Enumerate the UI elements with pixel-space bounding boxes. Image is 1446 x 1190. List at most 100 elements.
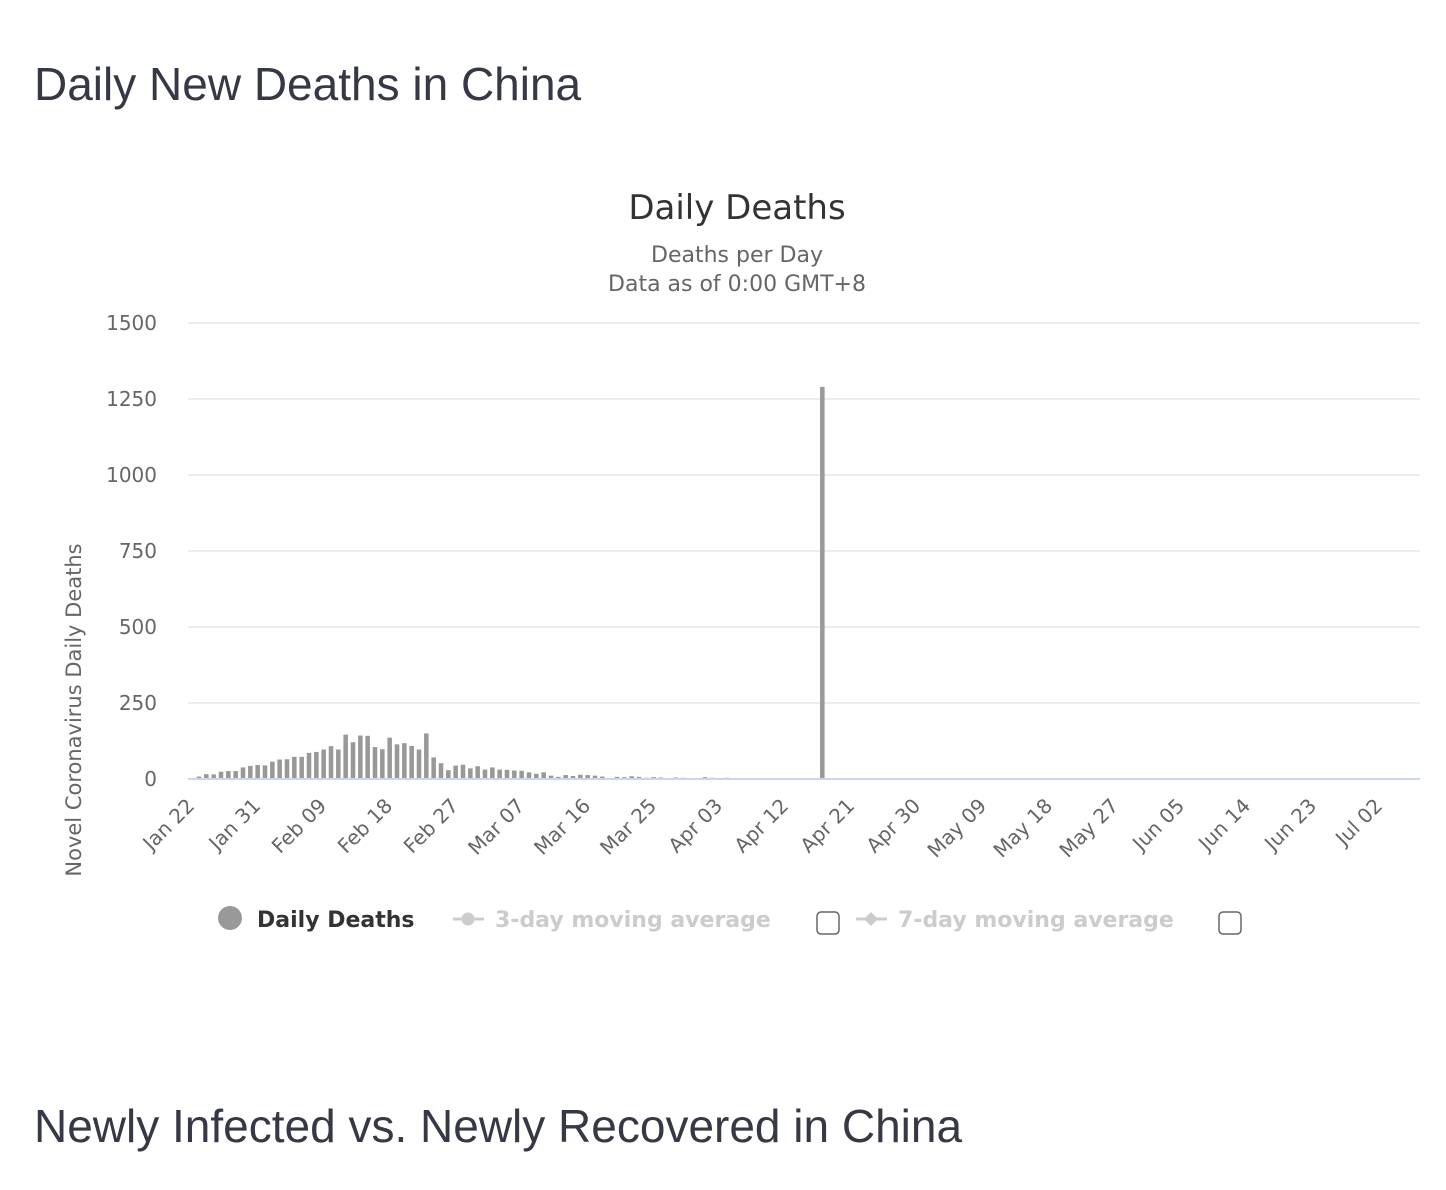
bar-series-daily-deaths[interactable] bbox=[196, 386, 1038, 779]
chart-subtitle-line-1: Deaths per Day bbox=[651, 243, 823, 268]
x-tick-label: Jun 14 bbox=[1192, 794, 1255, 857]
bar[interactable] bbox=[490, 767, 495, 779]
x-tick-label: Jan 22 bbox=[137, 794, 200, 857]
bar[interactable] bbox=[262, 765, 268, 779]
bar[interactable] bbox=[446, 770, 451, 779]
x-tick-label: May 09 bbox=[923, 794, 992, 863]
bar[interactable] bbox=[255, 765, 260, 779]
bar[interactable] bbox=[482, 769, 488, 779]
bar[interactable] bbox=[431, 757, 436, 779]
page-heading-daily-deaths: Daily New Deaths in China bbox=[34, 58, 582, 110]
legend-item-7-day-average[interactable]: 7-day moving average bbox=[856, 908, 1174, 933]
x-tick-label: Jun 05 bbox=[1126, 794, 1189, 857]
bar[interactable] bbox=[556, 776, 561, 779]
bar[interactable] bbox=[358, 735, 363, 779]
y-tick-label: 250 bbox=[119, 691, 157, 715]
y-tick-label: 0 bbox=[144, 767, 157, 791]
x-tick-label: Jan 31 bbox=[203, 794, 266, 857]
bar[interactable] bbox=[548, 775, 554, 779]
bar[interactable] bbox=[394, 744, 400, 779]
legend-item-3-day-average[interactable]: 3-day moving average bbox=[453, 908, 771, 933]
bar[interactable] bbox=[240, 767, 246, 779]
bar[interactable] bbox=[541, 772, 546, 779]
bar[interactable] bbox=[299, 756, 304, 779]
bar[interactable] bbox=[314, 751, 319, 779]
bar[interactable] bbox=[211, 774, 216, 779]
bar[interactable] bbox=[614, 776, 620, 779]
daily-deaths-chart: Daily Deaths Deaths per Day Data as of 0… bbox=[62, 188, 1420, 935]
y-axis-title: Novel Coronavirus Daily Deaths bbox=[62, 543, 86, 876]
x-tick-label: Jun 23 bbox=[1258, 794, 1321, 857]
chart-title: Daily Deaths bbox=[628, 188, 845, 228]
bar[interactable] bbox=[306, 752, 312, 779]
x-tick-label: Apr 21 bbox=[795, 794, 859, 858]
bar[interactable] bbox=[248, 765, 253, 779]
bar[interactable] bbox=[387, 737, 392, 779]
bar[interactable] bbox=[468, 768, 473, 779]
chart-titles: Daily Deaths Deaths per Day Data as of 0… bbox=[608, 188, 866, 297]
bar[interactable] bbox=[578, 774, 583, 779]
bar[interactable] bbox=[453, 765, 458, 779]
x-tick-label: Feb 27 bbox=[399, 794, 464, 859]
bar[interactable] bbox=[497, 769, 502, 779]
y-tick-label: 1250 bbox=[106, 387, 157, 411]
x-tick-label: Mar 25 bbox=[595, 794, 661, 860]
x-tick-label: Jul 02 bbox=[1329, 794, 1387, 852]
bar[interactable] bbox=[380, 749, 385, 779]
bar[interactable] bbox=[519, 770, 524, 779]
x-tick-label: Mar 07 bbox=[463, 794, 529, 860]
x-tick-label: Feb 18 bbox=[333, 794, 398, 859]
bar[interactable] bbox=[526, 772, 532, 779]
bar[interactable] bbox=[600, 776, 605, 779]
bar[interactable] bbox=[402, 743, 407, 779]
bar[interactable] bbox=[350, 742, 356, 779]
chart-legend: Daily Deaths 3-day moving average 7-day mo… bbox=[218, 906, 1242, 935]
bar[interactable] bbox=[820, 386, 825, 779]
x-tick-label: Apr 30 bbox=[861, 794, 925, 858]
bar[interactable] bbox=[226, 771, 231, 779]
bar[interactable] bbox=[204, 774, 209, 779]
bar[interactable] bbox=[233, 771, 238, 779]
bar[interactable] bbox=[460, 764, 466, 779]
bar[interactable] bbox=[336, 749, 341, 779]
legend-marker-circle bbox=[218, 906, 242, 930]
bar[interactable] bbox=[512, 770, 517, 779]
bar[interactable] bbox=[629, 776, 634, 779]
bar[interactable] bbox=[636, 776, 642, 779]
bar[interactable] bbox=[196, 776, 202, 779]
y-axis-tick-labels: 0 250 500 750 1000 1250 1500 bbox=[106, 311, 157, 791]
bar[interactable] bbox=[284, 759, 290, 779]
legend-item-daily-deaths[interactable]: Daily Deaths bbox=[218, 906, 415, 933]
y-tick-label: 500 bbox=[119, 615, 157, 639]
bar[interactable] bbox=[563, 775, 568, 779]
bar[interactable] bbox=[504, 769, 510, 779]
bar[interactable] bbox=[365, 735, 370, 779]
x-tick-label: May 18 bbox=[989, 794, 1058, 863]
bar[interactable] bbox=[409, 745, 414, 779]
bar[interactable] bbox=[416, 749, 422, 779]
bar[interactable] bbox=[534, 773, 539, 779]
y-tick-label: 1000 bbox=[106, 463, 157, 487]
gridlines bbox=[188, 322, 1420, 704]
bar[interactable] bbox=[570, 775, 576, 779]
bar[interactable] bbox=[343, 734, 348, 779]
y-tick-label: 1500 bbox=[106, 311, 157, 335]
x-tick-label: Mar 16 bbox=[529, 794, 595, 860]
legend-checkbox-3-day-average[interactable] bbox=[816, 911, 840, 935]
bar[interactable] bbox=[277, 759, 282, 779]
bar[interactable] bbox=[328, 746, 334, 779]
bar[interactable] bbox=[270, 761, 275, 779]
x-tick-label: May 27 bbox=[1055, 794, 1124, 863]
bar[interactable] bbox=[592, 775, 598, 779]
bar[interactable] bbox=[372, 747, 378, 779]
bar[interactable] bbox=[321, 749, 326, 779]
bar[interactable] bbox=[475, 766, 480, 779]
bar[interactable] bbox=[585, 775, 590, 779]
bar[interactable] bbox=[218, 771, 224, 779]
y-tick-label: 750 bbox=[119, 539, 157, 563]
bar[interactable] bbox=[292, 756, 297, 779]
legend-checkbox-7-day-average[interactable] bbox=[1218, 911, 1242, 935]
bar[interactable] bbox=[438, 763, 444, 779]
bar[interactable] bbox=[424, 733, 429, 779]
legend-label-daily-deaths: Daily Deaths bbox=[257, 908, 415, 933]
